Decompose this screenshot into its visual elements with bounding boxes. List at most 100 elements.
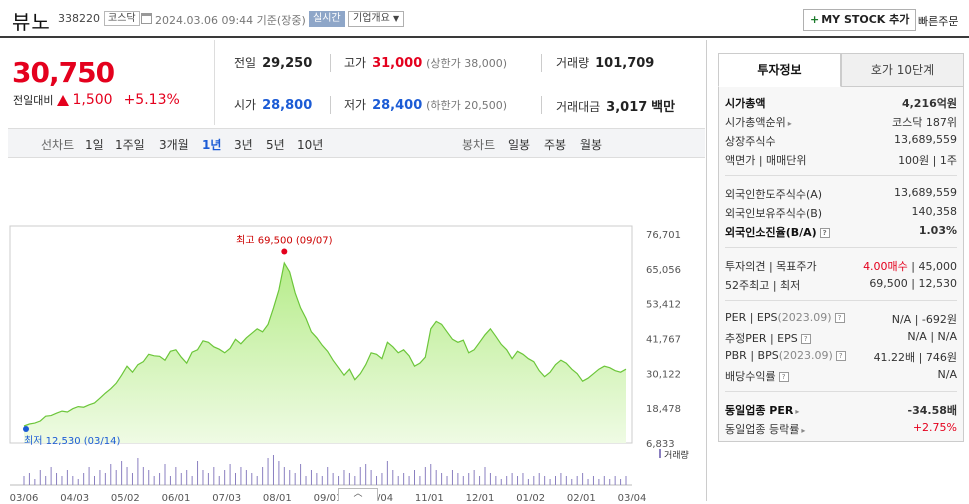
divider — [725, 300, 957, 301]
tab-3m[interactable]: 3개월 — [159, 138, 189, 152]
y-tick-label: 76,701 — [646, 230, 681, 241]
x-tick-label: 05/02 — [111, 493, 140, 501]
tab-invest-info[interactable]: 투자정보 — [718, 53, 841, 87]
company-info-button[interactable]: 기업개요 ▼ — [348, 11, 405, 27]
x-tick-label: 11/01 — [415, 493, 444, 501]
row-label[interactable]: 시가총액순위 ▸ — [725, 114, 792, 130]
row-value: N/A — [937, 368, 957, 381]
main-panel: 30,750 전일대비 1,500 +5.13% 전일 29,250 고가 31,0… — [0, 40, 705, 504]
price-chart-svg[interactable]: 76,701 65,056 53,412 41,767 30,122 18,478 6,83… — [8, 158, 705, 504]
row-value: N/A | -692원 — [891, 313, 957, 326]
row-label: 추정PER | EPS? — [725, 330, 811, 346]
row-value: 4.00매수 | 45,000 — [863, 260, 957, 273]
help-icon[interactable]: ? — [778, 372, 789, 382]
row-foreign-holding: 외국인보유주식수(B) 140,358 — [725, 205, 957, 221]
help-icon[interactable]: ? — [819, 228, 830, 238]
row-value: 코스닥 187위 — [892, 116, 957, 129]
row-label-text: PER | EPS — [725, 311, 778, 324]
quick-order-link[interactable]: 빠른주문 — [918, 15, 959, 28]
row-par-value: 액면가 | 매매단위 100원 | 1주 — [725, 152, 957, 168]
stock-header: 뷰노 338220 코스닥 2024.03.06 09:44 기준(장중) 실시… — [0, 0, 969, 38]
change-percent: +5.13% — [123, 92, 180, 108]
tab-1y[interactable]: 1년 — [202, 138, 222, 152]
x-tick-label: 09/01 — [314, 493, 343, 501]
stock-code: 338220 — [58, 12, 100, 25]
tab-3y[interactable]: 3년 — [234, 138, 253, 152]
x-tick-label: 06/01 — [162, 493, 191, 501]
row-label-text: PBR | BPS — [725, 349, 779, 362]
mystock-label: MY STOCK 추가 — [821, 13, 910, 26]
volume-legend-label: 거래량 — [664, 449, 689, 461]
plus-icon: + — [810, 13, 820, 26]
help-icon[interactable]: ? — [835, 351, 846, 361]
stat-prev-value: 29,250 — [262, 56, 313, 71]
stat-low-value: 28,400 — [372, 98, 423, 113]
stat-high-value: 31,000 — [372, 56, 423, 71]
divider — [725, 391, 957, 392]
opinion-rating: 4.00매수 — [863, 260, 908, 273]
x-tick-label: 03/06 — [10, 493, 39, 501]
row-label[interactable]: 동일업종 PER ▸ — [725, 402, 799, 418]
current-price: 30,750 — [12, 56, 115, 89]
row-foreign-ratio: 외국인소진율(B/A)? 1.03% — [725, 224, 957, 240]
price-chart[interactable]: 76,701 65,056 53,412 41,767 30,122 18,478 6,83… — [8, 158, 705, 504]
collapse-button[interactable]: ︿ — [338, 488, 378, 501]
side-tabs: 투자정보 호가 10단계 — [718, 53, 964, 87]
row-value: 4,216억원 — [901, 97, 957, 110]
row-label: 외국인한도주식수(A) — [725, 188, 823, 201]
tab-1w[interactable]: 1주일 — [115, 138, 145, 152]
row-value: 13,689,559 — [894, 186, 957, 199]
row-label-text: 시가총액순위 — [725, 116, 786, 129]
row-value: 100원 | 1주 — [898, 154, 957, 167]
row-label[interactable]: 동일업종 등락률 ▸ — [725, 421, 805, 437]
line-chart-label: 선차트 — [41, 138, 75, 152]
tab-10y[interactable]: 10년 — [297, 138, 324, 152]
row-market-cap: 시가총액 4,216억원 — [725, 95, 957, 111]
mystock-add-button[interactable]: + MY STOCK 추가 — [803, 9, 917, 31]
stat-open: 시가 28,800 — [234, 96, 312, 113]
realtime-button[interactable]: 실시간 — [309, 11, 345, 27]
divider — [541, 54, 542, 72]
market-badge: 코스닥 — [104, 11, 140, 26]
divider — [541, 96, 542, 114]
lower-limit: (하한가 20,500) — [426, 99, 508, 112]
row-label: 투자의견 | 목표주가 — [725, 260, 817, 273]
row-label-text: 동일업종 등락률 — [725, 423, 800, 436]
tab-weekly[interactable]: 주봉 — [544, 138, 567, 152]
stat-amount-value: 3,017 — [606, 100, 648, 115]
row-label: 액면가 | 매매단위 — [725, 154, 807, 167]
x-tick-label: 12/01 — [466, 493, 495, 501]
stat-high: 고가 31,000 (상한가 38,000) — [344, 54, 507, 71]
tab-monthly[interactable]: 월봉 — [580, 138, 603, 152]
stat-low: 저가 28,400 (하한가 20,500) — [344, 96, 507, 113]
x-tick-label: 10/04 — [364, 493, 393, 501]
period-bar: 선차트 1일 1주일 3개월 1년 3년 5년 10년 봉차트 일봉 주봉 월봉 — [8, 128, 705, 158]
tab-orderbook[interactable]: 호가 10단계 — [841, 53, 964, 87]
change-label: 전일대비 — [13, 94, 54, 107]
y-tick-label: 18,478 — [646, 404, 681, 415]
tab-5y[interactable]: 5년 — [266, 138, 285, 152]
up-arrow-icon — [57, 94, 70, 106]
stat-prev-label: 전일 — [234, 56, 257, 70]
price-area — [24, 263, 626, 443]
help-icon[interactable]: ? — [834, 313, 845, 323]
tab-daily[interactable]: 일봉 — [508, 138, 531, 152]
x-tick-label: 03/04 — [618, 493, 647, 501]
price-stats: 전일 29,250 고가 31,000 (상한가 38,000) 거래량 101,70… — [216, 40, 705, 125]
row-sector-per: 동일업종 PER ▸ -34.58배 — [725, 402, 957, 418]
row-foreign-limit: 외국인한도주식수(A) 13,689,559 — [725, 186, 957, 202]
row-label: PER | EPS(2023.09)? — [725, 311, 845, 327]
stat-amount-label: 거래대금 — [556, 100, 601, 114]
y-tick-label: 30,122 — [646, 369, 681, 380]
per-date: (2023.09) — [777, 311, 832, 324]
row-label: 외국인소진율(B/A)? — [725, 224, 830, 240]
price-change-row: 전일대비 1,500 +5.13% — [13, 92, 180, 108]
help-icon[interactable]: ? — [800, 334, 811, 344]
chevron-right-icon: ▸ — [795, 407, 800, 416]
change-amount: 1,500 — [72, 92, 113, 108]
row-label: 시가총액 — [725, 97, 766, 110]
row-value: -34.58배 — [907, 404, 957, 417]
row-sector-change: 동일업종 등락률 ▸ +2.75% — [725, 421, 957, 437]
stat-open-label: 시가 — [234, 98, 257, 112]
tab-1d[interactable]: 1일 — [85, 138, 104, 152]
